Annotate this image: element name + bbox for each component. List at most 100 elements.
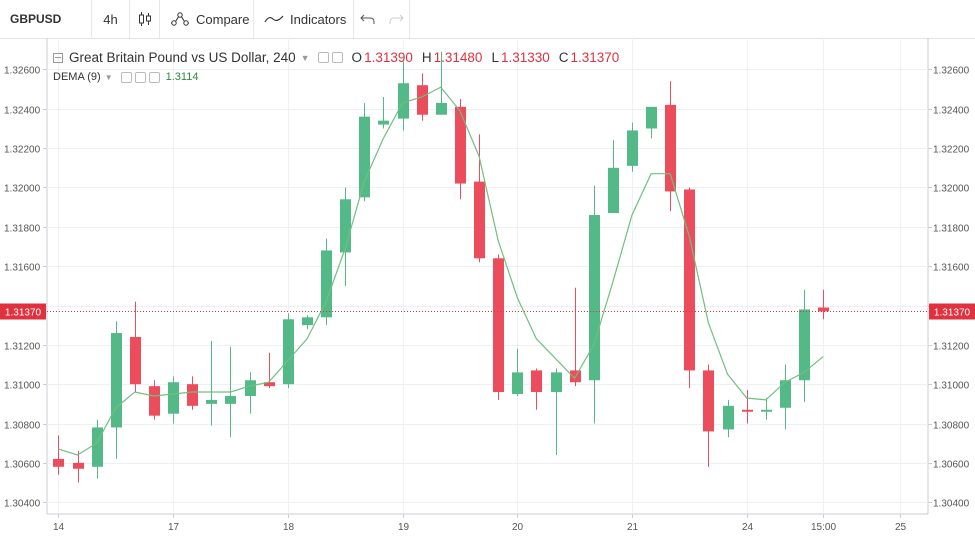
y-tick-label-left: 1.31000 <box>4 381 41 392</box>
compare-label: Compare <box>196 11 250 27</box>
y-tick-label-left: 1.30600 <box>4 460 41 471</box>
indicators-label: Indicators <box>290 11 347 27</box>
x-tick-label: 17 <box>168 522 180 533</box>
close-key: C <box>558 50 569 65</box>
y-tick-label-right: 1.31000 <box>933 381 970 392</box>
candle-body <box>359 116 370 198</box>
y-tick-label-left: 1.30400 <box>4 499 41 510</box>
candle-body <box>225 395 236 404</box>
y-tick-label-left: 1.31200 <box>4 342 41 353</box>
symbol-search-button[interactable]: GBPUSD <box>0 0 92 38</box>
candle-body <box>187 384 198 406</box>
interval-button[interactable]: 4h <box>92 0 130 38</box>
y-tick-label-left: 1.30800 <box>4 421 41 432</box>
indicator-remove-icon[interactable] <box>148 71 160 83</box>
legend-hide-icon[interactable] <box>331 52 343 63</box>
y-tick-label-left: 1.32400 <box>4 106 41 117</box>
candle-body <box>474 181 485 259</box>
candle-body <box>111 333 122 428</box>
candle-body <box>53 458 64 467</box>
collapse-legend-icon[interactable] <box>53 52 63 63</box>
compare-button[interactable]: Compare <box>160 0 254 38</box>
candle-body <box>264 382 275 387</box>
y-tick-label-left: 1.32600 <box>4 66 41 77</box>
indicator-value: 1.3114 <box>165 71 199 83</box>
candle-body <box>723 405 734 430</box>
y-tick-label-left: 1.32000 <box>4 184 41 195</box>
indicator-hide-icon[interactable] <box>120 71 132 83</box>
dema-line <box>58 86 824 456</box>
y-tick-label-left: 1.31800 <box>4 224 41 235</box>
candle-body <box>283 319 294 385</box>
candle-body <box>398 83 409 119</box>
candle-body <box>378 120 389 125</box>
candle-body <box>818 307 829 312</box>
candle-body <box>130 336 141 385</box>
x-tick-label: 21 <box>627 522 639 533</box>
chart-legend: Great Britain Pound vs US Dollar, 240 ▼ … <box>53 50 619 65</box>
candle-body <box>551 372 562 393</box>
y-tick-label-left: 1.32200 <box>4 145 41 156</box>
last-price-label-left: 1.31370 <box>5 308 42 319</box>
x-tick-label: 24 <box>742 522 754 533</box>
indicator-dropdown-icon[interactable]: ▼ <box>104 72 113 82</box>
candle-body <box>627 130 638 166</box>
candle-body <box>742 409 753 412</box>
candle-body <box>321 250 332 318</box>
low-value: 1.31330 <box>500 50 550 65</box>
open-value: 1.31390 <box>364 50 413 65</box>
candle-body <box>73 462 84 469</box>
candle-body <box>206 399 217 404</box>
y-tick-label-right: 1.31600 <box>933 263 970 274</box>
low-key: L <box>491 50 499 65</box>
candle-body <box>780 380 791 408</box>
candle-body <box>493 258 504 393</box>
top-toolbar: GBPUSD 4h Compare Indicators <box>0 0 975 39</box>
compare-icon <box>170 11 190 27</box>
indicators-icon <box>264 12 284 26</box>
indicator-name: DEMA (9) <box>53 71 101 83</box>
x-tick-label: 25 <box>895 522 907 533</box>
redo-button[interactable] <box>382 0 410 38</box>
legend-settings-icon[interactable] <box>317 52 329 63</box>
candle-body <box>302 317 313 326</box>
candle-body <box>608 167 619 214</box>
candle-body <box>417 85 428 115</box>
y-tick-label-right: 1.32200 <box>933 145 970 156</box>
last-price-badge-left <box>0 303 46 320</box>
candle-body <box>149 386 160 416</box>
candle-body <box>589 215 600 381</box>
candle-body <box>92 427 103 467</box>
candle-body <box>646 106 657 129</box>
indicator-legend: DEMA (9) ▼ 1.3114 <box>53 71 198 83</box>
candle-body <box>799 309 810 381</box>
high-key: H <box>421 50 432 65</box>
y-tick-label-right: 1.32400 <box>933 106 970 117</box>
candle-body <box>168 382 179 414</box>
indicator-settings-icon[interactable] <box>134 71 146 83</box>
y-tick-label-right: 1.31200 <box>933 342 970 353</box>
y-tick-label-right: 1.31800 <box>933 224 970 235</box>
last-price-label-right: 1.31370 <box>934 308 971 319</box>
candles-icon <box>137 11 153 27</box>
candle-body <box>761 409 772 412</box>
undo-icon <box>360 12 376 26</box>
y-tick-label-right: 1.32600 <box>933 66 970 77</box>
x-tick-label: 19 <box>398 522 410 533</box>
candle-body <box>665 104 676 192</box>
y-tick-label-left: 1.31600 <box>4 263 41 274</box>
last-price-badge-right <box>929 303 975 320</box>
chart-type-button[interactable] <box>130 0 160 38</box>
chart-area[interactable]: 1.30400 1.30400 1.30600 1.30600 1.30800 1.308… <box>0 38 975 537</box>
candle-body <box>340 199 351 253</box>
x-tick-label: 15:00 <box>811 522 836 533</box>
open-key: O <box>351 50 363 65</box>
y-tick-label-right: 1.30400 <box>933 499 970 510</box>
candle-body <box>455 106 466 184</box>
undo-button[interactable] <box>354 0 382 38</box>
indicators-button[interactable]: Indicators <box>254 0 354 38</box>
candlestick-chart[interactable]: 1.30400 1.30400 1.30600 1.30600 1.30800 1.308… <box>0 38 975 537</box>
candle-body <box>245 380 256 396</box>
legend-dropdown-icon[interactable]: ▼ <box>300 52 310 63</box>
legend-title: Great Britain Pound vs US Dollar, 240 <box>69 50 296 65</box>
